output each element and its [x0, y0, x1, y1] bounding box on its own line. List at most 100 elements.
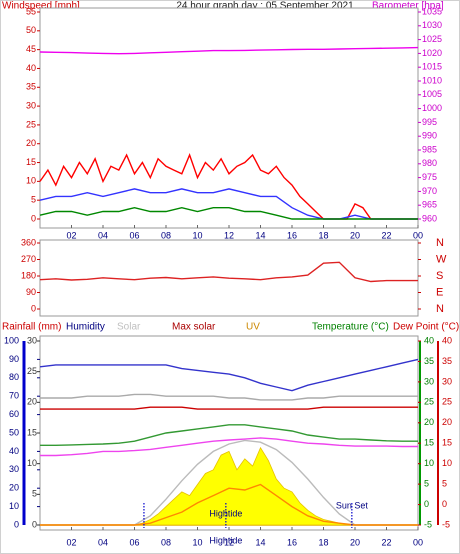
y-tick-label: 80 [9, 372, 19, 382]
series-line [40, 424, 418, 446]
legend-label: Humidity [66, 322, 105, 333]
y-tick-label: E [436, 286, 443, 298]
y-tick-label: 180 [21, 270, 36, 280]
y-tick-label: 1010 [422, 75, 442, 85]
x-tick-label: 22 [381, 230, 391, 240]
x-tick-label: 10 [192, 537, 202, 547]
y-tick-label: 40 [26, 63, 36, 73]
y-tick-label: 1005 [422, 89, 442, 99]
y-tick-label: 20 [26, 138, 36, 148]
legend-label: Max solar [172, 322, 216, 333]
barometer-axis-label: Barometer [hpa] [372, 1, 444, 12]
x-tick-label: 04 [98, 230, 108, 240]
y-tick-label: 20 [442, 417, 452, 427]
plot-frame [39, 7, 419, 229]
y-tick-label: 20 [27, 397, 37, 407]
y-tick-label: -5 [442, 519, 450, 529]
y-tick-label: 995 [422, 117, 437, 127]
y-tick-label: 25 [26, 119, 36, 129]
y-tick-label: 5 [31, 195, 36, 205]
y-tick-label: 25 [424, 397, 434, 407]
y-tick-label: 1020 [422, 48, 442, 58]
x-tick-label: 02 [66, 230, 76, 240]
annotation: Hightide [209, 535, 242, 545]
series-line [40, 437, 418, 457]
x-tick-label: 08 [161, 537, 171, 547]
y-tick-label: 30 [9, 464, 19, 474]
y-tick-label: 990 [422, 131, 437, 141]
legend-label: Dew Point (°C) [393, 322, 459, 333]
x-tick-label: 14 [255, 230, 265, 240]
axis-bar [22, 341, 26, 525]
y-tick-label: 1025 [422, 34, 442, 44]
y-tick-label: 10 [424, 458, 434, 468]
x-tick-label: 10 [192, 230, 202, 240]
series-line [39, 46, 419, 55]
x-tick-label: 18 [318, 537, 328, 547]
y-tick-label: 10 [9, 501, 19, 511]
x-tick-label: 14 [255, 537, 265, 547]
y-tick-label: 985 [422, 144, 437, 154]
y-tick-label: 1030 [422, 20, 442, 30]
y-tick-label: 35 [442, 356, 452, 366]
y-tick-label: 10 [442, 458, 452, 468]
y-tick-label: 1035 [422, 6, 442, 16]
series-line [40, 483, 418, 526]
y-tick-label: 90 [26, 287, 36, 297]
series-line [39, 188, 418, 220]
x-tick-label: 00 [413, 537, 423, 547]
y-tick-label: 10 [26, 176, 36, 186]
y-tick-label: 0 [31, 213, 36, 223]
y-tick-label: 1000 [422, 103, 442, 113]
y-tick-label: 360 [21, 237, 36, 247]
x-tick-label: 18 [318, 230, 328, 240]
y-tick-label: 30 [424, 376, 434, 386]
y-tick-label: 35 [26, 82, 36, 92]
annotation: Hightide [209, 508, 242, 518]
legend-label: Temperature (°C) [312, 322, 389, 333]
series-line [39, 206, 418, 220]
y-tick-label: 50 [26, 25, 36, 35]
y-tick-label: 0 [31, 303, 36, 313]
y-tick-label: -5 [424, 519, 432, 529]
y-tick-label: 55 [26, 6, 36, 16]
y-tick-label: 15 [27, 427, 37, 437]
y-tick-label: 30 [27, 335, 37, 345]
y-tick-label: 965 [422, 200, 437, 210]
y-tick-label: 15 [424, 438, 434, 448]
y-tick-label: 25 [27, 366, 37, 376]
y-tick-label: 70 [9, 391, 19, 401]
series-line [40, 393, 418, 401]
y-tick-label: 980 [422, 158, 437, 168]
x-tick-label: 22 [381, 537, 391, 547]
y-tick-label: 975 [422, 172, 437, 182]
y-tick-label: 30 [26, 100, 36, 110]
y-tick-label: 1015 [422, 62, 442, 72]
x-tick-label: 06 [129, 537, 139, 547]
x-tick-label: 20 [350, 230, 360, 240]
y-tick-label: 50 [9, 427, 19, 437]
y-tick-label: 40 [9, 446, 19, 456]
y-tick-label: 270 [21, 254, 36, 264]
y-tick-label: 970 [422, 186, 437, 196]
axis-bar [419, 341, 421, 525]
series-line [39, 153, 418, 220]
x-tick-label: 06 [129, 230, 139, 240]
y-tick-label: 45 [26, 44, 36, 54]
y-tick-label: 30 [442, 376, 452, 386]
y-tick-label: 100 [4, 335, 19, 345]
legend-label: Rainfall (mm) [2, 322, 61, 333]
y-tick-label: 5 [32, 489, 37, 499]
x-tick-label: 16 [287, 537, 297, 547]
y-tick-label: W [436, 253, 447, 265]
y-tick-label: 20 [9, 483, 19, 493]
chart-title: 24 hour graph day : 05 September 2021 [176, 1, 354, 12]
y-tick-label: 10 [27, 458, 37, 468]
wind-axis-label: Windspeed [mph] [2, 1, 80, 12]
y-tick-label: 25 [442, 397, 452, 407]
y-tick-label: 0 [442, 499, 447, 509]
series-line [40, 406, 418, 410]
y-tick-label: 0 [424, 499, 429, 509]
y-tick-label: 5 [424, 478, 429, 488]
